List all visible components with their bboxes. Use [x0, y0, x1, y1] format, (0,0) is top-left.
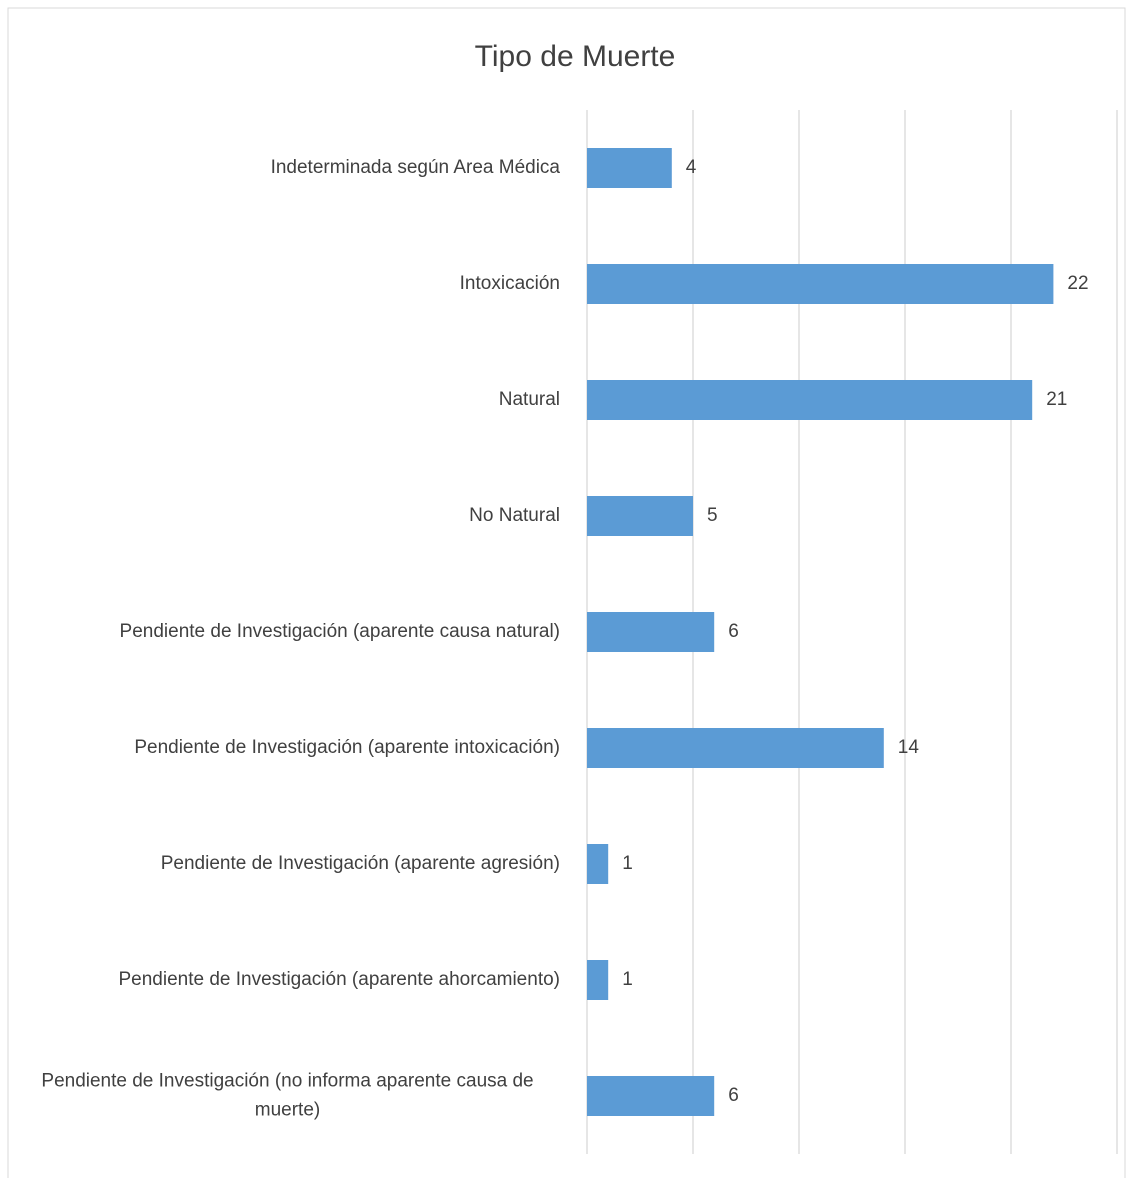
data-label: 4 — [686, 157, 697, 178]
chart-title: Tipo de Muerte — [475, 40, 676, 73]
category-label-box: Natural — [499, 386, 560, 415]
category-label-box: Intoxicación — [460, 270, 560, 299]
category-label-box: Pendiente de Investigación (aparente agr… — [161, 850, 560, 879]
bar — [587, 380, 1033, 420]
bar — [587, 612, 715, 652]
y-tick-label: Natural — [498, 388, 560, 410]
category-label-box: Indeterminada según Area Médica — [271, 154, 560, 183]
y-tick-label: Pendiente de Investigación (aparente aho… — [118, 968, 560, 990]
bar — [587, 960, 609, 1000]
bar — [587, 1076, 715, 1116]
y-tick-label: Pendiente de Investigación (aparente int… — [134, 736, 560, 758]
data-label: 14 — [898, 737, 920, 758]
y-tick-label: Indeterminada según Area Médica — [270, 156, 560, 178]
bar — [587, 496, 693, 536]
category-label-box: Pendiente de Investigación (aparente int… — [134, 734, 560, 763]
y-tick-label: Pendiente de Investigación (no informa a… — [41, 1070, 534, 1121]
category-label-box: No Natural — [469, 502, 560, 531]
y-tick-label: Intoxicación — [459, 272, 560, 294]
data-label: 5 — [707, 505, 718, 526]
bar — [587, 844, 609, 884]
data-label: 22 — [1067, 273, 1088, 294]
y-tick-label: Pendiente de Investigación (aparente cau… — [119, 620, 560, 642]
data-label: 6 — [728, 1085, 739, 1106]
data-label: 21 — [1046, 389, 1067, 410]
data-label: 1 — [622, 969, 633, 990]
y-tick-label: No Natural — [469, 504, 560, 526]
bar — [587, 728, 884, 768]
data-label: 1 — [622, 853, 633, 874]
bar — [587, 264, 1054, 304]
bar — [587, 148, 672, 188]
category-label-box: Pendiente de Investigación (aparente aho… — [118, 966, 560, 995]
category-label-box: Pendiente de Investigación (aparente cau… — [120, 618, 560, 647]
y-tick-label: Pendiente de Investigación (aparente agr… — [160, 852, 560, 874]
category-label-box: Pendiente de Investigación (no informa a… — [15, 1068, 560, 1125]
data-label: 6 — [728, 621, 739, 642]
chart-border — [7, 7, 1126, 1178]
